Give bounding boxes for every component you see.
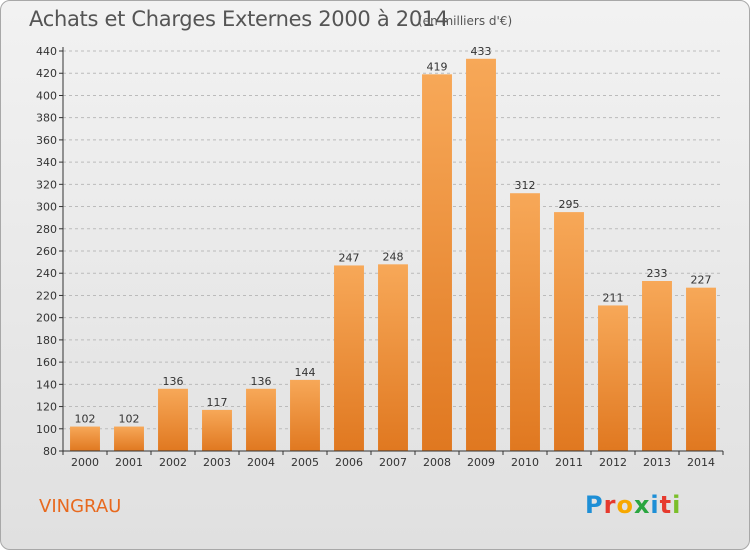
x-tick-label: 2001 <box>115 456 143 469</box>
logo-letter: i <box>650 491 660 519</box>
y-tick-label: 380 <box>36 112 57 125</box>
bar <box>290 379 320 451</box>
bar <box>158 388 188 451</box>
bar-value-label: 248 <box>383 250 404 263</box>
y-tick-label: 100 <box>36 423 57 436</box>
x-tick-label: 2007 <box>379 456 407 469</box>
y-tick-label: 240 <box>36 267 57 280</box>
x-tick-label: 2012 <box>599 456 627 469</box>
bar <box>598 305 628 451</box>
x-tick-label: 2011 <box>555 456 583 469</box>
x-tick-label: 2009 <box>467 456 495 469</box>
logo-letter: t <box>659 491 673 519</box>
y-tick-label: 340 <box>36 156 57 169</box>
x-tick-label: 2003 <box>203 456 231 469</box>
y-tick-label: 300 <box>36 201 57 214</box>
bars: 102 102 136 117 136 144 247 248 419 433 312 295 211 2… <box>70 45 716 452</box>
x-tick-label: 2002 <box>159 456 187 469</box>
bar-value-label: 117 <box>207 396 228 409</box>
bar <box>510 193 540 451</box>
y-tick-label: 400 <box>36 89 57 102</box>
bar-value-label: 312 <box>515 179 536 192</box>
y-tick-label: 160 <box>36 356 57 369</box>
bar-value-label: 419 <box>427 60 448 73</box>
bar-value-label: 227 <box>691 274 712 287</box>
bar <box>466 58 496 452</box>
proxiti-logo[interactable]: Proxiti <box>585 491 681 519</box>
chart-title: Achats et Charges Externes 2000 à 2014 <box>29 7 449 31</box>
y-tick-label: 120 <box>36 401 57 414</box>
bar <box>378 264 408 451</box>
bar <box>554 212 584 451</box>
y-tick-label: 80 <box>43 445 57 458</box>
logo-letter: x <box>633 491 651 519</box>
bar-value-label: 102 <box>75 413 96 426</box>
y-tick-label: 440 <box>36 45 57 58</box>
x-tick-label: 2014 <box>687 456 715 469</box>
bar-value-label: 433 <box>471 45 492 58</box>
bar-value-label: 136 <box>251 375 272 388</box>
y-tick-label: 420 <box>36 67 57 80</box>
bar-value-label: 136 <box>163 375 184 388</box>
bar <box>70 426 100 451</box>
bar-value-label: 295 <box>559 198 580 211</box>
bar <box>114 426 144 451</box>
bar-value-label: 211 <box>603 291 624 304</box>
bar-value-label: 247 <box>339 251 360 264</box>
bar-value-label: 102 <box>119 413 140 426</box>
logo-letter: i <box>672 491 682 519</box>
logo-letter: r <box>603 491 617 519</box>
bar <box>202 409 232 451</box>
x-tick-label: 2004 <box>247 456 275 469</box>
x-tick-label: 2010 <box>511 456 539 469</box>
y-tick-label: 360 <box>36 134 57 147</box>
bar <box>422 74 452 451</box>
bar <box>246 388 276 451</box>
x-tick-label: 2006 <box>335 456 363 469</box>
x-tick-label: 2013 <box>643 456 671 469</box>
bar <box>334 265 364 451</box>
bar <box>686 287 716 451</box>
bar <box>642 281 672 451</box>
y-tick-label: 320 <box>36 178 57 191</box>
y-tick-label: 280 <box>36 223 57 236</box>
x-tick-label: 2005 <box>291 456 319 469</box>
logo-letter: o <box>616 491 634 519</box>
y-tick-label: 220 <box>36 289 57 302</box>
chart-subtitle: (en milliers d'€) <box>418 14 513 28</box>
y-tick-label: 180 <box>36 334 57 347</box>
logo-letter: P <box>585 491 604 519</box>
y-tick-label: 200 <box>36 312 57 325</box>
bar-value-label: 233 <box>647 267 668 280</box>
bar-value-label: 144 <box>295 366 316 379</box>
place-name: VINGRAU <box>39 496 122 517</box>
x-tick-label: 2008 <box>423 456 451 469</box>
x-tick-label: 2000 <box>71 456 99 469</box>
axes: 80 100 120 140 160 180 200 220 240 260 280 300 320 34… <box>36 45 724 469</box>
y-tick-label: 260 <box>36 245 57 258</box>
y-tick-label: 140 <box>36 378 57 391</box>
